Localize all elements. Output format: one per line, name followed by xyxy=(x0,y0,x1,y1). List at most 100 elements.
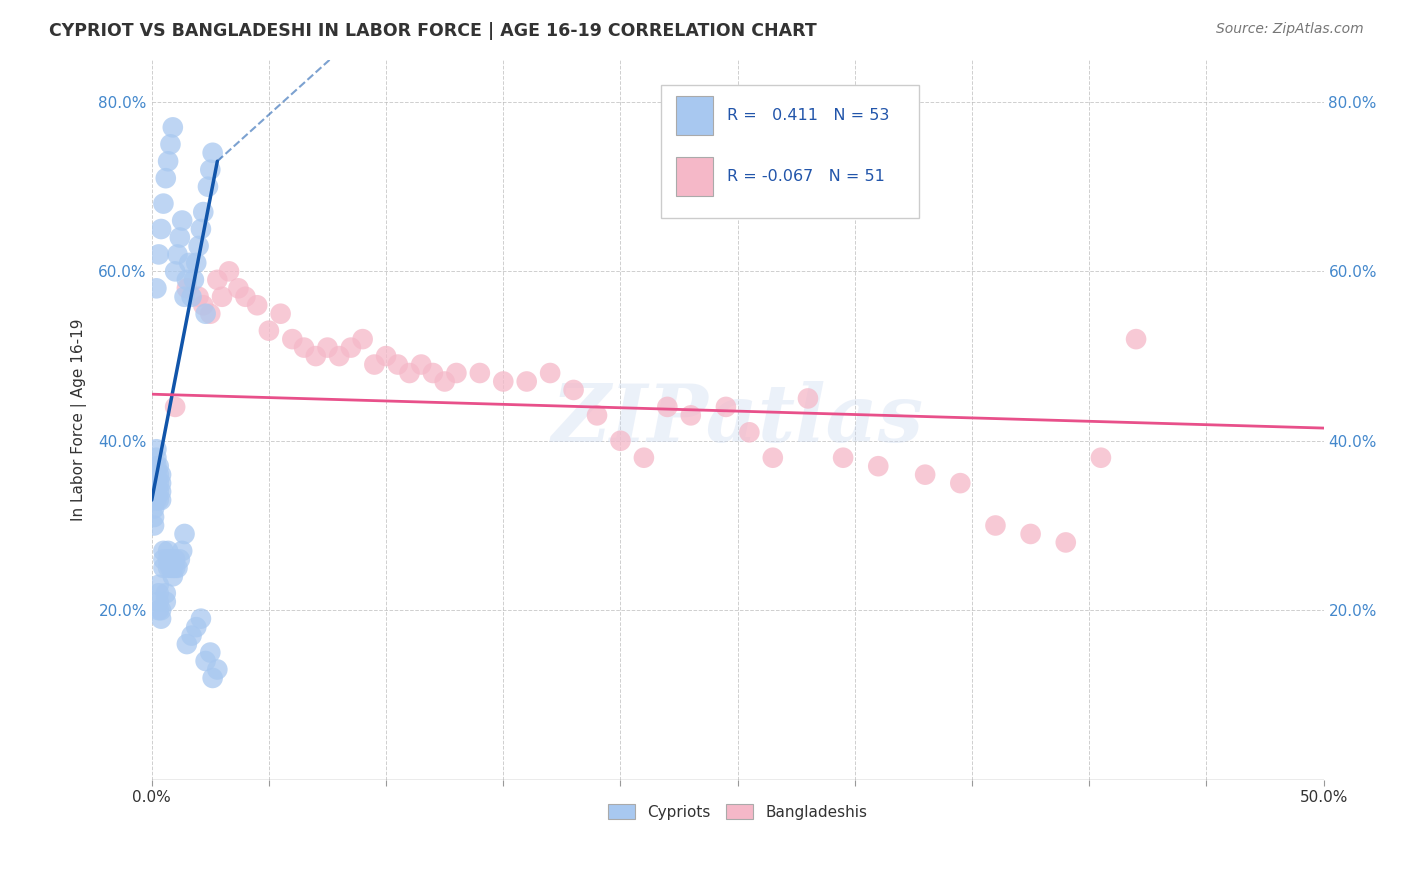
Point xyxy=(165,264,187,278)
Point xyxy=(169,230,191,244)
Point xyxy=(949,476,972,491)
Point xyxy=(145,442,167,457)
Point xyxy=(235,290,257,304)
Point xyxy=(155,586,177,600)
Point xyxy=(143,510,166,524)
Point xyxy=(914,467,936,482)
Point xyxy=(207,273,229,287)
Point xyxy=(187,239,209,253)
Point xyxy=(176,273,198,287)
Point xyxy=(633,450,655,465)
Point xyxy=(180,290,202,304)
Point xyxy=(200,646,222,660)
FancyBboxPatch shape xyxy=(661,85,920,218)
Point xyxy=(157,544,180,558)
Text: ZIPatlas: ZIPatlas xyxy=(551,381,924,458)
Text: CYPRIOT VS BANGLADESHI IN LABOR FORCE | AGE 16-19 CORRELATION CHART: CYPRIOT VS BANGLADESHI IN LABOR FORCE | … xyxy=(49,22,817,40)
Point xyxy=(165,552,187,566)
Point xyxy=(152,552,174,566)
Legend: Cypriots, Bangladeshis: Cypriots, Bangladeshis xyxy=(602,798,873,826)
Point xyxy=(150,484,173,499)
Point xyxy=(797,392,820,406)
Point xyxy=(194,654,217,668)
Point xyxy=(173,527,195,541)
Point xyxy=(194,307,217,321)
Point xyxy=(148,459,170,474)
Point xyxy=(148,595,170,609)
Point xyxy=(984,518,1007,533)
Point xyxy=(257,324,280,338)
Point xyxy=(148,578,170,592)
Point xyxy=(363,358,385,372)
Point xyxy=(150,493,173,508)
Point xyxy=(1054,535,1077,549)
Text: R = -0.067   N = 51: R = -0.067 N = 51 xyxy=(727,169,884,184)
FancyBboxPatch shape xyxy=(675,157,713,196)
Point xyxy=(148,247,170,261)
Point xyxy=(281,332,304,346)
Point xyxy=(446,366,468,380)
Point xyxy=(201,145,224,160)
Point xyxy=(218,264,240,278)
Text: Source: ZipAtlas.com: Source: ZipAtlas.com xyxy=(1216,22,1364,37)
Point xyxy=(148,586,170,600)
Point xyxy=(328,349,350,363)
Point xyxy=(172,213,194,227)
Point xyxy=(166,247,188,261)
Point xyxy=(292,341,315,355)
Point xyxy=(159,561,181,575)
Point xyxy=(148,484,170,499)
Point xyxy=(200,162,222,177)
Point xyxy=(148,603,170,617)
Point xyxy=(150,612,173,626)
Point xyxy=(148,493,170,508)
Point xyxy=(150,467,173,482)
Point xyxy=(148,476,170,491)
Point xyxy=(157,154,180,169)
Point xyxy=(145,476,167,491)
Point xyxy=(316,341,339,355)
Point xyxy=(166,561,188,575)
Point xyxy=(187,290,209,304)
Point xyxy=(159,137,181,152)
Text: R =   0.411   N = 53: R = 0.411 N = 53 xyxy=(727,108,890,123)
Point xyxy=(398,366,420,380)
Point xyxy=(492,375,515,389)
Point xyxy=(609,434,631,448)
Point xyxy=(657,400,679,414)
Point xyxy=(148,467,170,482)
Point xyxy=(145,493,167,508)
Point xyxy=(714,400,737,414)
Point xyxy=(165,400,187,414)
Point xyxy=(145,450,167,465)
Point xyxy=(176,637,198,651)
Point xyxy=(143,518,166,533)
Point xyxy=(387,358,409,372)
Y-axis label: In Labor Force | Age 16-19: In Labor Force | Age 16-19 xyxy=(72,318,87,521)
Point xyxy=(340,341,363,355)
Point xyxy=(516,375,538,389)
Point xyxy=(200,307,222,321)
Point xyxy=(433,375,456,389)
Point xyxy=(157,561,180,575)
Point xyxy=(411,358,433,372)
Point xyxy=(1019,527,1042,541)
Point xyxy=(246,298,269,312)
Point xyxy=(155,171,177,186)
Point xyxy=(352,332,374,346)
Point xyxy=(190,612,212,626)
Point xyxy=(193,205,215,219)
Point xyxy=(207,663,229,677)
Point xyxy=(211,290,233,304)
Point xyxy=(586,409,609,423)
Point xyxy=(679,409,702,423)
Point xyxy=(143,493,166,508)
Point xyxy=(150,476,173,491)
Point xyxy=(176,281,198,295)
Point xyxy=(173,290,195,304)
Point xyxy=(143,501,166,516)
Point xyxy=(422,366,444,380)
Point xyxy=(145,484,167,499)
Point xyxy=(162,561,184,575)
Point xyxy=(186,620,208,634)
